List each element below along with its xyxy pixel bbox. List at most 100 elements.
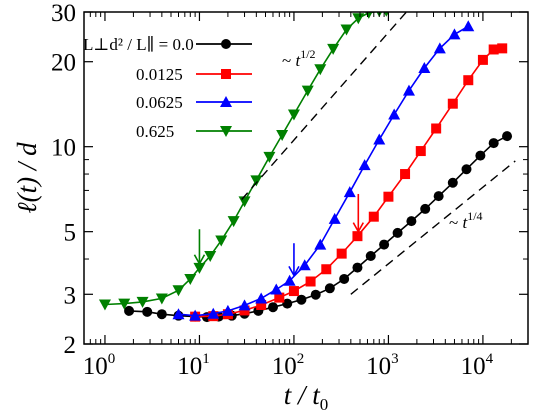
data-point — [383, 12, 389, 17]
data-point — [327, 43, 340, 55]
data-point — [488, 44, 499, 55]
legend-entry-4: 0.625 — [136, 122, 252, 141]
data-point — [321, 264, 332, 275]
data-point — [343, 186, 356, 198]
data-point — [406, 216, 417, 227]
legend-entry-3: 0.0625 — [136, 93, 252, 112]
legend-label: 0.625 — [136, 122, 174, 141]
legend-label: 0.0125 — [136, 65, 183, 84]
data-point — [288, 286, 299, 297]
data-point — [368, 211, 379, 222]
axis-label-layer: t / t0 ℓ(t) / d — [12, 142, 328, 413]
data-point — [238, 299, 251, 311]
legend-marker — [221, 39, 231, 49]
data-point — [276, 130, 289, 142]
x-tick-label: 100 — [83, 351, 116, 380]
data-point — [431, 123, 442, 134]
legend-marker — [220, 126, 232, 137]
data-point — [155, 293, 168, 305]
data-point — [124, 305, 135, 316]
data-point — [287, 109, 300, 121]
arrow-layer — [193, 193, 365, 278]
legend-entry-1: L⊥d² / L∥ = 0.0 — [83, 35, 252, 54]
data-point — [221, 304, 234, 316]
x-tick-label: 102 — [272, 351, 305, 380]
data-point — [433, 42, 446, 54]
x-tick-label: 104 — [461, 351, 494, 380]
data-point — [301, 85, 314, 97]
data-point — [352, 13, 365, 25]
data-point — [314, 64, 327, 76]
y-tick-label: 10 — [51, 135, 76, 162]
data-point — [339, 273, 350, 284]
y-tick-label: 30 — [51, 0, 76, 27]
data-point — [298, 259, 311, 271]
data-point — [392, 227, 403, 238]
data-point — [365, 250, 376, 261]
data-point — [274, 292, 285, 303]
data-point — [193, 262, 206, 274]
series-line — [104, 12, 380, 306]
data-point — [250, 175, 263, 187]
data-point — [189, 309, 202, 321]
data-point — [383, 191, 394, 202]
data-point — [352, 262, 363, 273]
data-point — [324, 283, 335, 294]
data-point — [172, 285, 185, 297]
plot-frame — [83, 11, 529, 345]
data-point — [256, 299, 267, 310]
data-point — [314, 238, 327, 250]
data-point — [215, 235, 228, 247]
data-point — [418, 61, 431, 73]
data-point — [400, 169, 411, 180]
data-point — [136, 296, 149, 308]
data-point — [98, 299, 111, 311]
data-point — [420, 203, 431, 214]
data-point — [340, 24, 353, 36]
data-point — [336, 248, 347, 259]
arrowhead-0.625 — [193, 254, 206, 266]
data-point — [267, 302, 278, 313]
data-point — [283, 274, 296, 286]
data-point — [270, 283, 283, 295]
data-point — [255, 292, 268, 304]
data-point — [328, 212, 341, 224]
data-point — [156, 309, 167, 320]
data-point — [305, 276, 316, 287]
x-tick-label: 101 — [177, 351, 210, 380]
data-point — [358, 159, 371, 171]
y-tick-label: 20 — [51, 50, 76, 77]
data-point — [310, 289, 321, 300]
data-point — [477, 54, 488, 65]
data-point — [239, 305, 250, 316]
data-point — [433, 191, 444, 202]
data-point — [461, 164, 472, 175]
data-point — [263, 151, 276, 163]
data-point — [497, 43, 508, 54]
series-layer — [98, 12, 513, 323]
arrowhead-0.0125 — [352, 222, 365, 234]
legend-entry-2: 0.0125 — [136, 65, 252, 84]
guide-line-slope-quarter — [350, 160, 516, 295]
data-point — [207, 307, 220, 319]
data-point — [282, 298, 293, 309]
data-point — [475, 150, 486, 161]
data-point — [463, 75, 474, 86]
data-point — [172, 308, 185, 320]
y-tick-label: 5 — [64, 220, 77, 247]
guide-label-slope-quarter: ~ t1/4 — [449, 209, 483, 232]
guide-label-slope-half: ~ t1/2 — [282, 47, 316, 70]
data-point — [415, 146, 426, 157]
data-point — [296, 294, 307, 305]
data-point — [373, 133, 386, 145]
data-point — [402, 84, 415, 96]
legend: L⊥d² / L∥ = 0.0 0.0125 0.0625 0.625 — [83, 35, 252, 141]
data-point — [488, 138, 499, 149]
legend-label: 0.0625 — [136, 93, 183, 112]
data-point — [184, 273, 197, 285]
guide-layer — [241, 12, 516, 295]
data-point — [238, 196, 251, 208]
y-axis-label: ℓ(t) / d — [12, 142, 42, 214]
data-point — [388, 108, 401, 120]
x-tick-label: 103 — [366, 351, 399, 380]
